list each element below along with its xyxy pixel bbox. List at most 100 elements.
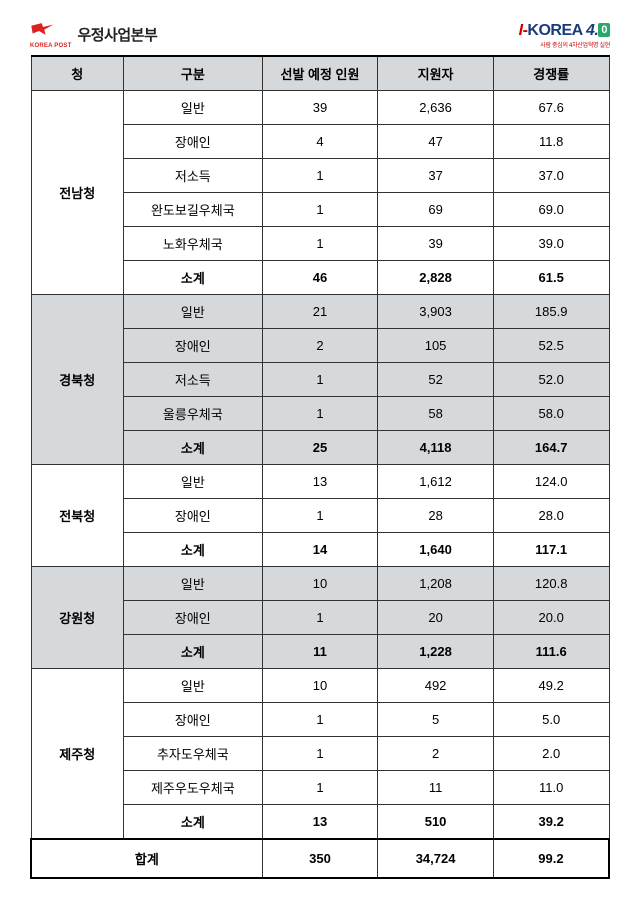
subtotal-cell-app: 1,228 [378, 635, 494, 669]
cell-plan: 1 [262, 601, 378, 635]
korea-post-text: KOREA POST [30, 43, 71, 49]
subtotal-cell-cat: 소계 [123, 635, 262, 669]
cell-plan: 1 [262, 771, 378, 805]
ikorea-logo: I-KOREA 4.0 [519, 22, 610, 40]
subtotal-cell-rate: 39.2 [493, 805, 609, 840]
cell-app: 1,612 [378, 465, 494, 499]
cell-app: 58 [378, 397, 494, 431]
cell-app: 47 [378, 125, 494, 159]
cell-plan: 1 [262, 499, 378, 533]
cell-app: 105 [378, 329, 494, 363]
subtotal-cell-plan: 14 [262, 533, 378, 567]
cell-cat: 노화우체국 [123, 227, 262, 261]
cell-rate: 2.0 [493, 737, 609, 771]
cell-plan: 1 [262, 397, 378, 431]
cell-app: 37 [378, 159, 494, 193]
cell-app: 5 [378, 703, 494, 737]
cell-cat: 저소득 [123, 159, 262, 193]
cell-plan: 1 [262, 193, 378, 227]
table-row: 제주청일반1049249.2 [31, 669, 609, 703]
subtotal-cell-cat: 소계 [123, 261, 262, 295]
cell-plan: 1 [262, 737, 378, 771]
cell-app: 11 [378, 771, 494, 805]
office-cell: 강원청 [31, 567, 123, 669]
cell-cat: 일반 [123, 669, 262, 703]
table-header-row: 청 구분 선발 예정 인원 지원자 경쟁률 [31, 56, 609, 91]
office-cell: 전남청 [31, 91, 123, 295]
cell-cat: 추자도우체국 [123, 737, 262, 771]
ikorea-subtitle: 사람 중심의 4차산업혁명 실현 [519, 40, 610, 49]
cell-rate: 37.0 [493, 159, 609, 193]
swallow-icon: KOREA POST [30, 20, 71, 49]
subtotal-cell-plan: 13 [262, 805, 378, 840]
cell-cat: 일반 [123, 295, 262, 329]
total-cell-app: 34,724 [378, 839, 494, 878]
logo-right: I-KOREA 4.0 사람 중심의 4차산업혁명 실현 [519, 22, 610, 49]
logo-left: KOREA POST 우정사업본부 [30, 20, 157, 49]
col-header-category: 구분 [123, 56, 262, 91]
cell-app: 1,208 [378, 567, 494, 601]
subtotal-cell-cat: 소계 [123, 805, 262, 840]
cell-plan: 2 [262, 329, 378, 363]
col-header-rate: 경쟁률 [493, 56, 609, 91]
cell-app: 52 [378, 363, 494, 397]
cell-app: 39 [378, 227, 494, 261]
table-row: 전남청일반392,63667.6 [31, 91, 609, 125]
cell-cat: 장애인 [123, 329, 262, 363]
recruitment-table: 청 구분 선발 예정 인원 지원자 경쟁률 전남청일반392,63667.6 장애… [30, 55, 610, 879]
office-cell: 전북청 [31, 465, 123, 567]
cell-rate: 58.0 [493, 397, 609, 431]
office-cell: 경북청 [31, 295, 123, 465]
total-cell-rate: 99.2 [493, 839, 609, 878]
cell-plan: 39 [262, 91, 378, 125]
cell-rate: 11.0 [493, 771, 609, 805]
cell-cat: 장애인 [123, 703, 262, 737]
subtotal-cell-rate: 164.7 [493, 431, 609, 465]
subtotal-cell-plan: 46 [262, 261, 378, 295]
cell-app: 2 [378, 737, 494, 771]
cell-app: 28 [378, 499, 494, 533]
page-header: KOREA POST 우정사업본부 I-KOREA 4.0 사람 중심의 4차산… [30, 20, 610, 49]
cell-rate: 39.0 [493, 227, 609, 261]
cell-cat: 저소득 [123, 363, 262, 397]
cell-rate: 52.5 [493, 329, 609, 363]
subtotal-cell-rate: 61.5 [493, 261, 609, 295]
col-header-office: 청 [31, 56, 123, 91]
subtotal-cell-rate: 117.1 [493, 533, 609, 567]
cell-plan: 1 [262, 227, 378, 261]
cell-app: 20 [378, 601, 494, 635]
total-label: 합계 [31, 839, 262, 878]
cell-plan: 4 [262, 125, 378, 159]
subtotal-cell-app: 4,118 [378, 431, 494, 465]
cell-plan: 10 [262, 669, 378, 703]
cell-cat: 장애인 [123, 601, 262, 635]
cell-rate: 67.6 [493, 91, 609, 125]
office-cell: 제주청 [31, 669, 123, 840]
cell-plan: 1 [262, 159, 378, 193]
cell-cat: 완도보길우체국 [123, 193, 262, 227]
table-row: 전북청일반131,612124.0 [31, 465, 609, 499]
cell-cat: 일반 [123, 567, 262, 601]
cell-cat: 일반 [123, 465, 262, 499]
cell-cat: 일반 [123, 91, 262, 125]
cell-plan: 1 [262, 363, 378, 397]
cell-rate: 185.9 [493, 295, 609, 329]
subtotal-cell-app: 1,640 [378, 533, 494, 567]
cell-rate: 11.8 [493, 125, 609, 159]
cell-rate: 49.2 [493, 669, 609, 703]
cell-rate: 124.0 [493, 465, 609, 499]
cell-plan: 13 [262, 465, 378, 499]
cell-cat: 울릉우체국 [123, 397, 262, 431]
cell-rate: 28.0 [493, 499, 609, 533]
col-header-planned: 선발 예정 인원 [262, 56, 378, 91]
cell-rate: 69.0 [493, 193, 609, 227]
cell-app: 3,903 [378, 295, 494, 329]
subtotal-cell-cat: 소계 [123, 533, 262, 567]
cell-rate: 20.0 [493, 601, 609, 635]
cell-cat: 장애인 [123, 499, 262, 533]
subtotal-cell-app: 2,828 [378, 261, 494, 295]
cell-rate: 120.8 [493, 567, 609, 601]
table-row: 경북청일반213,903185.9 [31, 295, 609, 329]
subtotal-cell-cat: 소계 [123, 431, 262, 465]
brand-text: 우정사업본부 [77, 24, 157, 45]
